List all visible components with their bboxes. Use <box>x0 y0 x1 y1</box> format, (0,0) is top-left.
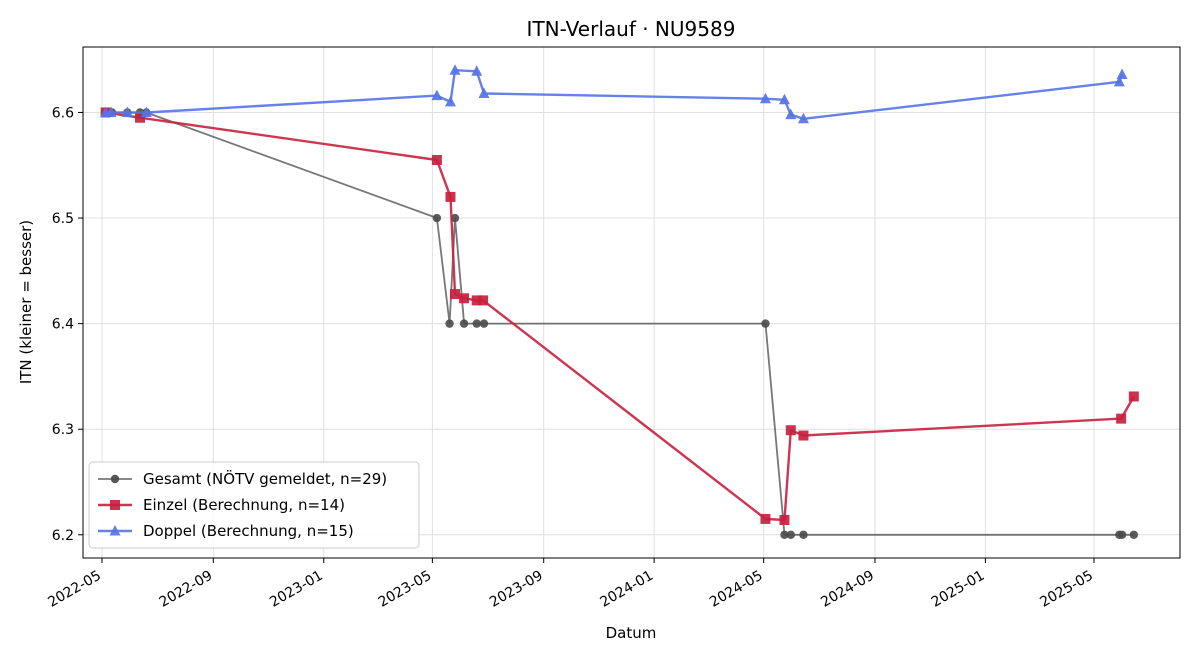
data-point <box>1116 413 1127 424</box>
x-tick-label: 2023-05 <box>376 568 435 611</box>
legend-marker <box>110 474 120 484</box>
data-point <box>449 64 461 75</box>
data-point <box>785 108 797 120</box>
x-tick-label: 2022-05 <box>45 568 104 611</box>
chart-title: ITN-Verlauf · NU9589 <box>527 17 736 41</box>
x-tick-label: 2022-09 <box>157 568 216 611</box>
data-point <box>779 514 790 525</box>
data-point <box>135 112 146 123</box>
plot-frame <box>82 46 1181 559</box>
data-point <box>1117 530 1127 539</box>
data-point <box>431 154 442 165</box>
data-point <box>140 106 152 117</box>
data-point <box>444 95 456 107</box>
data-point <box>786 530 795 539</box>
data-point <box>432 213 442 223</box>
data-point <box>450 213 460 223</box>
x-tick-label: 2025-01 <box>929 568 988 611</box>
data-point <box>472 319 481 328</box>
data-point <box>1116 68 1128 79</box>
y-axis-title: ITN (kleiner = besser) <box>17 220 35 384</box>
x-tick-label: 2023-09 <box>487 568 546 611</box>
x-tick-label: 2025-05 <box>1037 568 1096 611</box>
series-square <box>100 107 1139 525</box>
y-tick-label: 6.4 <box>52 317 74 333</box>
data-point <box>785 425 796 436</box>
y-tick-label: 6.5 <box>52 211 74 227</box>
data-point <box>459 319 469 328</box>
legend: Gesamt (NÖTV gemeldet, n=29) Einzel (Bere… <box>88 461 420 549</box>
data-point <box>450 289 460 300</box>
data-point <box>478 87 490 98</box>
x-tick-label: 2024-05 <box>707 568 766 611</box>
data-point <box>471 295 482 306</box>
series-layer <box>100 64 1139 539</box>
x-tick-label: 2024-01 <box>597 568 656 611</box>
legend-marker <box>110 500 120 510</box>
data-point <box>799 530 808 539</box>
data-point <box>431 89 443 101</box>
legend-label: Einzel (Berechnung, n=14) <box>143 496 345 514</box>
data-point <box>445 319 454 328</box>
legend-label: Doppel (Berechnung, n=15) <box>143 522 354 540</box>
data-point <box>760 513 771 524</box>
data-point <box>471 65 483 76</box>
data-point <box>797 112 809 124</box>
legend-label: Gesamt (NÖTV gemeldet, n=29) <box>143 469 387 488</box>
data-point <box>121 106 133 117</box>
data-point <box>445 191 456 202</box>
legend-box <box>88 461 420 549</box>
x-axis-title: Datum <box>606 624 657 642</box>
data-point <box>780 530 789 539</box>
series-line <box>105 68 1124 121</box>
y-tick-label: 6.6 <box>52 105 74 121</box>
y-tick-label: 6.3 <box>52 422 74 438</box>
legend-marker <box>109 525 121 536</box>
data-point <box>459 293 470 304</box>
series-line <box>105 111 1135 522</box>
x-tick-label: 2024-09 <box>818 568 877 611</box>
x-tick-label: 2023-01 <box>267 568 326 611</box>
data-point <box>1113 75 1125 87</box>
series-triangle <box>100 64 1128 124</box>
data-point <box>759 92 771 104</box>
y-tick-label: 6.2 <box>52 528 74 544</box>
data-point <box>778 93 790 105</box>
data-point <box>761 319 770 328</box>
data-point <box>1129 530 1139 539</box>
data-point <box>1128 391 1139 402</box>
data-point <box>105 106 117 117</box>
data-point <box>798 430 809 441</box>
data-point <box>478 295 489 306</box>
data-point <box>479 319 489 328</box>
